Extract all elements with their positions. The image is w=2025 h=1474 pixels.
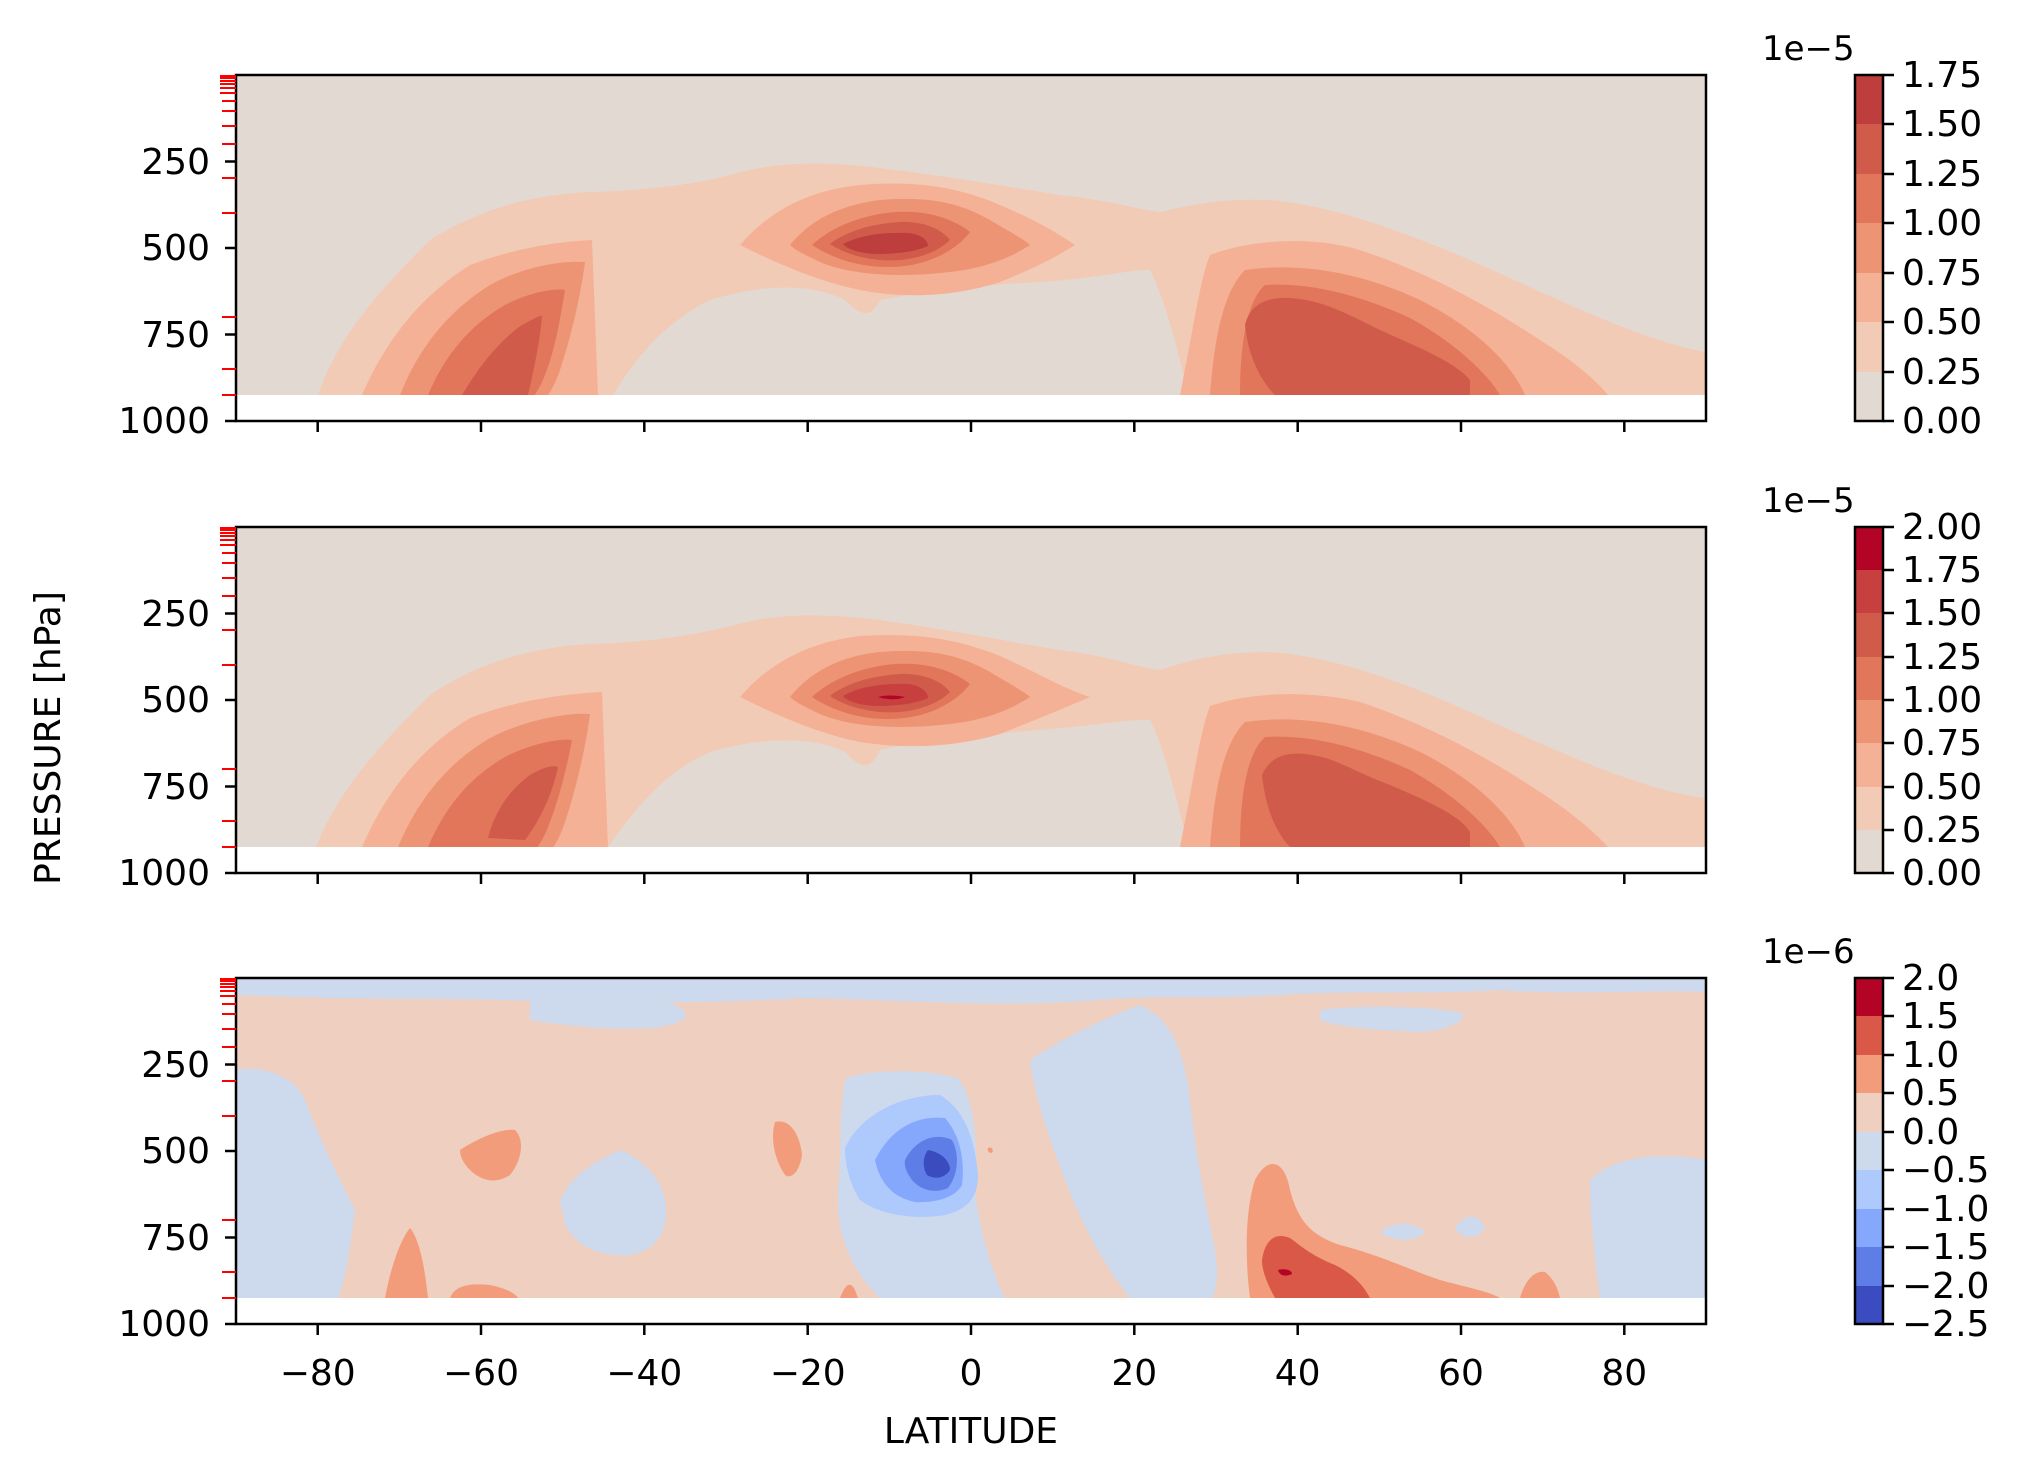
colorbar-tick-label: 0.75	[1902, 723, 1982, 764]
y-minor-ticks-top	[220, 75, 236, 396]
x-tick-label: −40	[606, 1353, 682, 1394]
x-ticks-top	[316, 421, 1626, 432]
colorbar-exponent: 1e−5	[1762, 481, 1855, 521]
x-ticks-middle	[316, 873, 1626, 884]
colorbar-tick-label: 1.0	[1902, 1035, 1959, 1076]
colorbar-exponent: 1e−6	[1762, 932, 1855, 972]
colorbar-tick-label: 1.75	[1902, 55, 1982, 96]
x-tick-label: −80	[280, 1353, 356, 1394]
colorbar-tick-label: 1.00	[1902, 203, 1982, 244]
colorbar-bottom: −2.5 −2.0 −1.5 −1.0 −0.5 0.0 0.5 1.0 1.5…	[1762, 932, 1989, 1345]
y-tick-label: 750	[141, 315, 210, 356]
y-tick-labels-bottom: 250 500 750 1000	[118, 1045, 210, 1345]
x-tick-label: 0	[960, 1353, 983, 1394]
y-ticks-middle	[225, 612, 236, 875]
x-tick-label: −20	[770, 1353, 846, 1394]
colorbar-tick-label: 0.00	[1902, 401, 1982, 442]
panel-middle: 250 500 750 1000 0.00 0.25	[118, 481, 1982, 894]
colorbar-tick-label: 0.5	[1902, 1073, 1959, 1114]
colorbar-tick-label: 1.50	[1902, 104, 1982, 145]
y-tick-label: 750	[141, 1218, 210, 1259]
x-tick-labels: −80 −60 −40 −20 0 20 40 60 80	[280, 1353, 1647, 1394]
y-tick-label: 1000	[118, 853, 210, 894]
y-axis-title: PRESSURE [hPa]	[28, 591, 69, 885]
colorbar-exponent: 1e−5	[1762, 29, 1855, 69]
x-tick-label: 80	[1601, 1353, 1647, 1394]
x-ticks-bottom	[316, 1324, 1626, 1335]
colorbar-tick-label: 1.50	[1902, 593, 1982, 634]
y-ticks-top	[225, 160, 236, 423]
y-tick-label: 500	[141, 680, 210, 721]
colorbar-tick-label: 1.75	[1902, 550, 1982, 591]
contour-field-middle	[236, 527, 1706, 850]
colorbar-tick-label: −1.0	[1902, 1189, 1989, 1230]
contour-field-bottom	[236, 978, 1706, 1302]
y-tick-labels-middle: 250 500 750 1000	[118, 594, 210, 894]
colorbar-tick-label: 0.25	[1902, 352, 1982, 393]
colorbar-tick-label: 1.25	[1902, 637, 1982, 678]
y-ticks-bottom	[225, 1063, 236, 1326]
colorbar-tick-label: −2.5	[1902, 1304, 1989, 1345]
y-tick-labels-top: 250 500 750 1000	[118, 142, 210, 442]
colorbar-middle: 0.00 0.25 0.50 0.75 1.00 1.25 1.50 1.75 …	[1762, 481, 1982, 894]
colorbar-tick-label: 2.00	[1902, 507, 1982, 548]
colorbar-top: 0.00 0.25 0.50 0.75 1.00 1.25 1.50 1.75 …	[1762, 29, 1982, 442]
colorbar-tick-label: 1.00	[1902, 680, 1982, 721]
colorbar-tick-label: 0.50	[1902, 767, 1982, 808]
colorbar-tick-label: −2.0	[1902, 1266, 1989, 1307]
colorbar-tick-label: 2.0	[1902, 958, 1959, 999]
y-tick-label: 500	[141, 1131, 210, 1172]
x-tick-label: 40	[1275, 1353, 1321, 1394]
colorbar-tick-label: 0.75	[1902, 253, 1982, 294]
colorbar-tick-label: 0.00	[1902, 853, 1982, 894]
colorbar-tick-label: 0.50	[1902, 302, 1982, 343]
y-minor-ticks-bottom	[220, 978, 236, 1299]
contour-field-top	[236, 75, 1706, 399]
y-tick-label: 250	[141, 594, 210, 635]
y-tick-label: 1000	[118, 1304, 210, 1345]
y-tick-label: 500	[141, 228, 210, 269]
y-tick-label: 750	[141, 767, 210, 808]
colorbar-tick-label: 1.25	[1902, 154, 1982, 195]
colorbar-tick-label: 1.5	[1902, 996, 1959, 1037]
x-tick-label: 20	[1111, 1353, 1157, 1394]
colorbar-tick-label: −0.5	[1902, 1150, 1989, 1191]
panel-top: 250 500 750 1000 0.00 0.25 0.5	[118, 29, 1982, 442]
panel-bottom: 250 500 750 1000 −80 −60 −40 −20 0 20 40…	[118, 932, 1989, 1394]
y-tick-label: 250	[141, 1045, 210, 1086]
x-axis-title: LATITUDE	[884, 1411, 1058, 1452]
colorbar-tick-label: 0.25	[1902, 810, 1982, 851]
x-tick-label: −60	[443, 1353, 519, 1394]
x-tick-label: 60	[1438, 1353, 1484, 1394]
y-tick-label: 1000	[118, 401, 210, 442]
y-tick-label: 250	[141, 142, 210, 183]
colorbar-tick-label: −1.5	[1902, 1227, 1989, 1268]
colorbar-tick-label: 0.0	[1902, 1112, 1959, 1153]
y-minor-ticks-middle	[220, 527, 236, 848]
